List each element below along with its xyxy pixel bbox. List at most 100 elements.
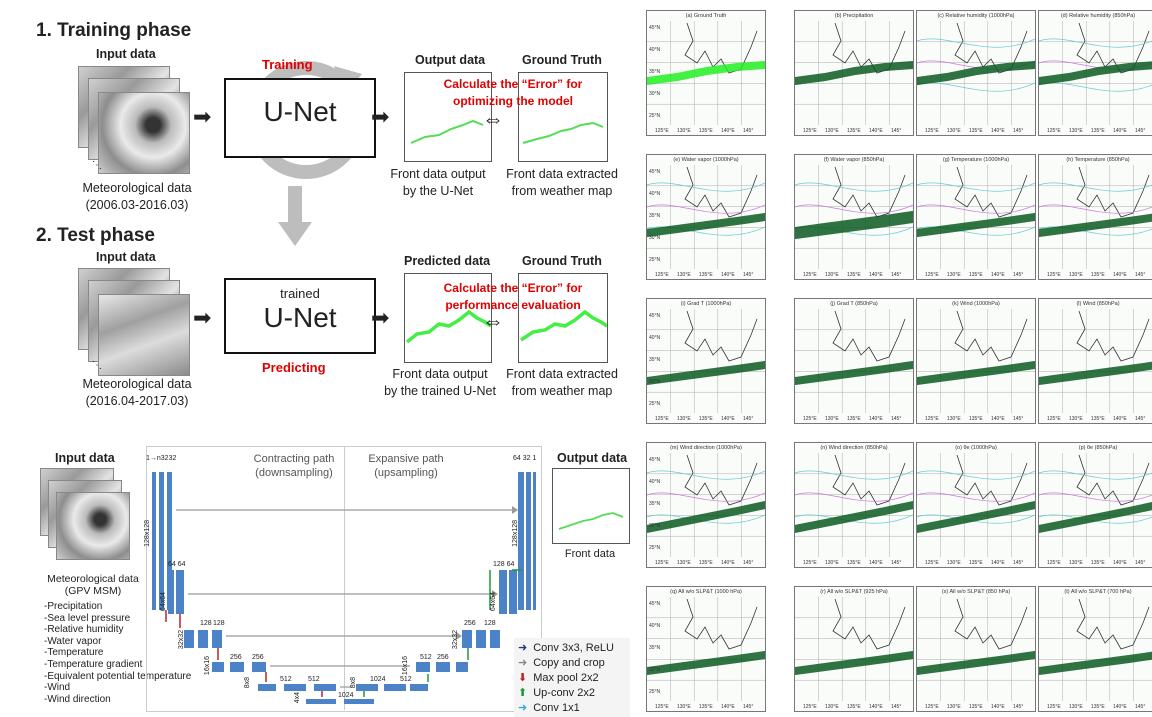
lon-label: 130°E (947, 128, 961, 134)
map-panel: (s) All w/o SLP&T (850 hPa) 125°E 130°E 135… (916, 586, 1036, 712)
channel-label: 128 (213, 620, 225, 627)
test-input-stack (78, 268, 193, 378)
arrow-right-icon: ➜ (518, 642, 528, 654)
lon-label: 125°E (655, 128, 669, 134)
feature-map-block (159, 472, 164, 610)
lon-label: 140°E (721, 416, 735, 422)
lon-label: 125°E (655, 272, 669, 278)
lon-label: 130°E (677, 416, 691, 422)
lat-label: 30°N (649, 523, 661, 529)
lon-label: 130°E (947, 704, 961, 710)
unet-input-caption: Meteorological data (GPV MSM) (47, 573, 139, 597)
list-item: -Precipitation (44, 601, 103, 612)
map-panel: (g) Temperature (1000hPa) 125°E 130°E 135°E… (916, 154, 1036, 280)
test-error-text: Calculate the “Error” for performance ev… (443, 281, 583, 312)
map-panel-title: (f) Water vapor (850hPa) (823, 157, 885, 163)
lon-label: 145° (891, 704, 902, 710)
feature-map-block (176, 570, 184, 614)
lon-label: 135°E (1091, 560, 1105, 566)
channels-top-right: 64 32 1 (513, 455, 537, 462)
training-truth-caption: Front data extracted from weather map (506, 167, 618, 198)
map-panel-plot (647, 597, 765, 701)
legend-item: ➜ Copy and crop (518, 656, 605, 670)
map-panel-plot (647, 309, 765, 413)
compare-arrow-icon: ⇔ (482, 106, 504, 131)
test-phase-title: 2. Test phase (36, 225, 155, 246)
map-panel: (b) Precipitation 125°E 130°E 135°E 140°E 145… (794, 10, 914, 136)
feature-map-block (490, 630, 500, 648)
lat-label: 25°N (649, 689, 661, 695)
map-panel-title: (i) Grad T (1000hPa) (680, 301, 732, 307)
map-panel: (d) Relative humidity (850hPa) 125°E 130°E… (1038, 10, 1152, 136)
lon-label: 130°E (1069, 560, 1083, 566)
lon-label: 140°E (869, 272, 883, 278)
training-phase-title: 1. Training phase (36, 20, 192, 41)
map-panel-plot (647, 165, 765, 269)
map-panel-title: (b) Precipitation (834, 13, 874, 19)
dim-label: 16x16 (402, 656, 409, 676)
test-output-label: Predicted data (404, 254, 491, 268)
map-panel: (o) θe (1000hPa) 125°E 130°E 135°E 140°E 145° (916, 442, 1036, 568)
channel-label: 64 64 (168, 561, 186, 568)
map-panel: (i) Grad T (1000hPa) 45°N 40°N 35°N 30°N 25°N… (646, 298, 766, 424)
compare-arrow-icon: ⇔ (482, 308, 504, 333)
training-unet-label: U-Net (263, 96, 337, 127)
lat-label: 35°N (649, 213, 661, 219)
channel-label: 128 (484, 620, 496, 627)
map-panel: (h) Temperature (850hPa) 125°E 130°E 135°E 1… (1038, 154, 1152, 280)
lon-label: 125°E (655, 560, 669, 566)
lon-label: 140°E (1113, 704, 1127, 710)
lon-label: 135°E (699, 560, 713, 566)
list-item: -Equivalent potential temperature (44, 670, 192, 682)
lon-label: 145° (743, 416, 754, 422)
lat-label: 45°N (649, 601, 661, 607)
lat-label: 40°N (649, 479, 661, 485)
feature-map-block (384, 684, 406, 691)
channel-label: 256 (230, 654, 242, 661)
channel-label: 512 (280, 676, 292, 683)
lon-label: 125°E (1047, 704, 1061, 710)
map-panel: (c) Relative humidity (1000hPa) 125°E 130°… (916, 10, 1036, 136)
legend-item: ⬆ Up-conv 2x2 (518, 686, 595, 700)
feature-map-block (184, 630, 194, 648)
map-panel-title: (t) All w/o SLP&T (700 hPa) (1064, 589, 1132, 595)
channel-label: 128 (200, 620, 212, 627)
map-panel-plot (647, 21, 765, 125)
lon-label: 135°E (969, 272, 983, 278)
channel-label: 128 64 (493, 561, 515, 568)
lon-label: 130°E (677, 560, 691, 566)
feature-map-block (509, 570, 517, 614)
dim-label: 4x4 (294, 692, 301, 704)
test-truth-caption: Front data extracted from weather map (506, 367, 618, 398)
map-panel: (q) All w/o SLP&T (1000 hPa) 45°N 40°N 35°N… (646, 586, 766, 712)
map-panel: (a) Ground Truth 45°N 40°N 35°N 30°N 25°N 125°… (646, 10, 766, 136)
lat-label: 40°N (649, 623, 661, 629)
test-truth-plot (518, 273, 608, 363)
lon-label: 135°E (847, 704, 861, 710)
lon-label: 130°E (825, 128, 839, 134)
lon-label: 130°E (825, 560, 839, 566)
lon-label: 125°E (803, 704, 817, 710)
lon-label: 125°E (803, 416, 817, 422)
map-panel-plot (917, 309, 1035, 413)
training-truth-plot (518, 72, 608, 162)
map-panel-title: (r) All w/o SLP&T (925 hPa) (820, 589, 888, 595)
arrow-right-icon: ➡ (193, 305, 212, 330)
training-error-text: Calculate the “Error” for optimizing the… (443, 77, 583, 108)
legend-item: ➜ Conv 3x3, ReLU (518, 641, 614, 655)
feature-map-block (356, 684, 378, 691)
map-panel: (n) Wind direction (850hPa) 125°E 130°E 135… (794, 442, 914, 568)
lon-label: 145° (743, 272, 754, 278)
map-panel-title: (a) Ground Truth (685, 13, 727, 19)
lon-label: 140°E (1113, 272, 1127, 278)
lon-label: 140°E (1113, 416, 1127, 422)
lon-label: 125°E (655, 704, 669, 710)
lon-label: 145° (1135, 128, 1146, 134)
test-unet-sub: trained (280, 286, 320, 301)
lon-label: 125°E (1047, 560, 1061, 566)
lon-label: 140°E (869, 704, 883, 710)
lon-label: 145° (743, 704, 754, 710)
lon-label: 135°E (969, 704, 983, 710)
channel-label: 1024 (338, 692, 354, 699)
map-panel-title: (q) All w/o SLP&T (1000 hPa) (670, 589, 742, 595)
